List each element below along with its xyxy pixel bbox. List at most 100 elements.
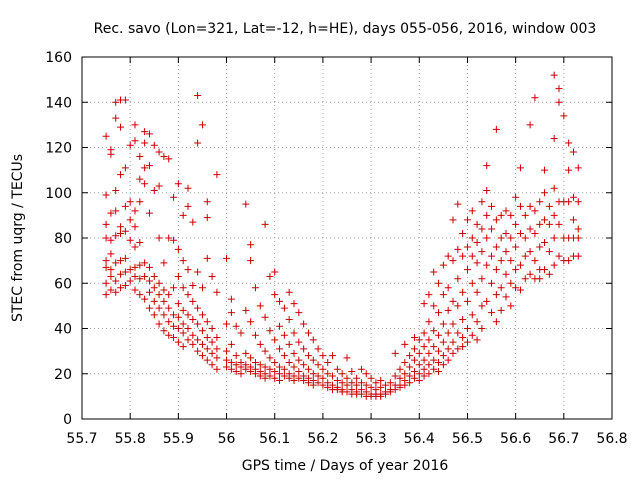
data-point <box>483 186 491 194</box>
data-point <box>145 130 153 138</box>
data-point <box>232 322 240 330</box>
data-point <box>492 243 500 251</box>
data-point <box>227 295 235 303</box>
data-point <box>536 275 544 283</box>
data-point <box>112 207 120 215</box>
data-point <box>309 370 317 378</box>
data-point <box>478 198 486 206</box>
data-point <box>290 349 298 357</box>
data-point <box>425 361 433 369</box>
data-point <box>478 275 486 283</box>
data-point <box>227 365 235 373</box>
data-point <box>121 268 129 276</box>
data-point <box>295 356 303 364</box>
data-point <box>208 361 216 369</box>
data-point <box>184 291 192 299</box>
data-point <box>141 295 149 303</box>
data-point <box>117 284 125 292</box>
data-point <box>280 372 288 380</box>
data-point <box>521 234 529 242</box>
data-point <box>102 291 110 299</box>
data-point <box>531 257 539 265</box>
data-point <box>492 318 500 326</box>
data-point <box>117 171 125 179</box>
data-point <box>516 229 524 237</box>
data-point <box>232 361 240 369</box>
data-point <box>396 365 404 373</box>
data-point <box>102 279 110 287</box>
data-point <box>271 374 279 382</box>
data-point <box>213 365 221 373</box>
data-point <box>141 139 149 147</box>
data-point <box>285 315 293 323</box>
data-point <box>463 325 471 332</box>
data-point <box>430 302 438 310</box>
x-tick-label: 56.1 <box>259 431 290 447</box>
data-point <box>473 288 481 296</box>
data-point <box>574 234 582 242</box>
data-point <box>415 370 423 378</box>
x-tick-label: 56 <box>218 431 236 447</box>
data-point <box>372 379 380 387</box>
data-point <box>131 263 139 271</box>
data-point <box>367 383 375 391</box>
data-point <box>266 354 274 362</box>
data-point <box>271 367 279 375</box>
data-point <box>454 329 462 337</box>
data-point <box>420 300 428 308</box>
data-point <box>300 345 308 353</box>
data-point <box>314 372 322 380</box>
data-point <box>242 365 250 373</box>
data-point <box>213 171 221 179</box>
data-point <box>492 125 500 133</box>
data-point <box>102 191 110 199</box>
data-point <box>439 352 447 360</box>
data-point <box>555 98 563 106</box>
x-tick-labels: 55.7 55.8 55.9 56 56.1 56.2 56.3 56.4 56.5 56.6 56… <box>66 431 627 447</box>
data-point <box>439 338 447 346</box>
x-tick-label: 55.8 <box>115 431 146 447</box>
data-point <box>473 336 481 344</box>
data-point <box>237 329 245 337</box>
data-point <box>203 334 211 342</box>
data-point <box>194 336 202 344</box>
data-point <box>531 207 539 215</box>
data-point <box>189 218 197 226</box>
data-point <box>285 288 293 296</box>
data-point <box>223 356 231 364</box>
data-point <box>502 293 510 301</box>
data-point <box>396 383 404 391</box>
data-point <box>117 223 125 231</box>
data-point <box>107 209 115 217</box>
data-point <box>165 304 173 312</box>
data-point <box>136 198 144 206</box>
data-point <box>271 358 279 366</box>
data-point <box>478 225 486 233</box>
data-point <box>131 272 139 280</box>
data-point <box>256 302 264 310</box>
data-point <box>541 166 549 174</box>
data-point <box>136 275 144 283</box>
data-point <box>507 279 515 287</box>
data-point <box>179 343 187 351</box>
data-point <box>145 209 153 217</box>
data-point <box>377 377 385 385</box>
data-point <box>227 309 235 317</box>
data-point <box>280 331 288 339</box>
data-point <box>126 198 134 206</box>
data-point <box>232 352 240 360</box>
data-point <box>406 363 414 371</box>
data-point <box>502 270 510 278</box>
data-point <box>406 372 414 380</box>
data-point <box>170 311 178 319</box>
data-point <box>194 320 202 328</box>
data-point <box>410 374 418 382</box>
data-point <box>473 220 481 228</box>
data-point <box>247 241 255 249</box>
data-point <box>526 248 534 256</box>
data-point <box>165 234 173 242</box>
data-point <box>560 112 568 120</box>
data-point <box>256 340 264 348</box>
data-point <box>430 343 438 351</box>
